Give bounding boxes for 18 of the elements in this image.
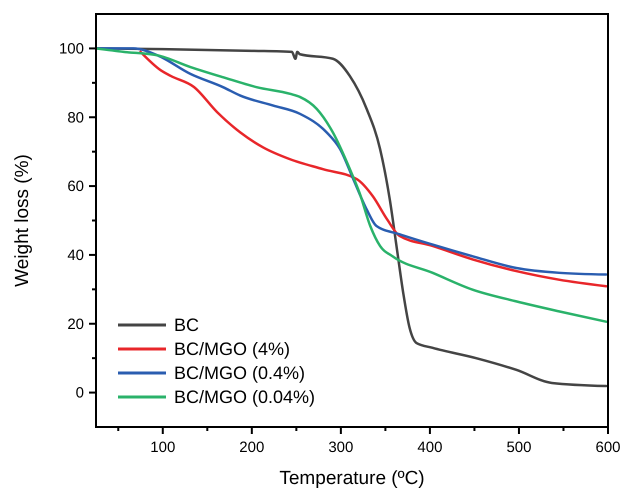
legend-label: BC/MGO (0.04%) bbox=[174, 387, 316, 407]
x-tick-label: 300 bbox=[328, 439, 354, 456]
y-tick-label: 60 bbox=[67, 178, 84, 196]
y-tick-label: 80 bbox=[67, 109, 84, 126]
legend-label: BC/MGO (0.4%) bbox=[174, 363, 306, 383]
y-tick-label: 40 bbox=[67, 246, 84, 264]
x-tick-label: 100 bbox=[150, 439, 176, 456]
y-axis-title: Weight loss (%) bbox=[12, 154, 33, 287]
y-tick-label: 0 bbox=[76, 384, 84, 402]
x-tick-label: 600 bbox=[595, 439, 621, 456]
y-tick-label: 20 bbox=[67, 316, 84, 333]
x-tick-label: 500 bbox=[506, 439, 532, 456]
x-tick-label: 200 bbox=[239, 439, 264, 456]
x-tick-label: 400 bbox=[417, 439, 442, 456]
y-tick-label: 100 bbox=[58, 40, 84, 58]
legend-label: BC bbox=[174, 315, 200, 335]
legend-label: BC/MGO (4%) bbox=[174, 339, 290, 359]
x-axis-title: Temperature (ºC) bbox=[279, 468, 425, 489]
